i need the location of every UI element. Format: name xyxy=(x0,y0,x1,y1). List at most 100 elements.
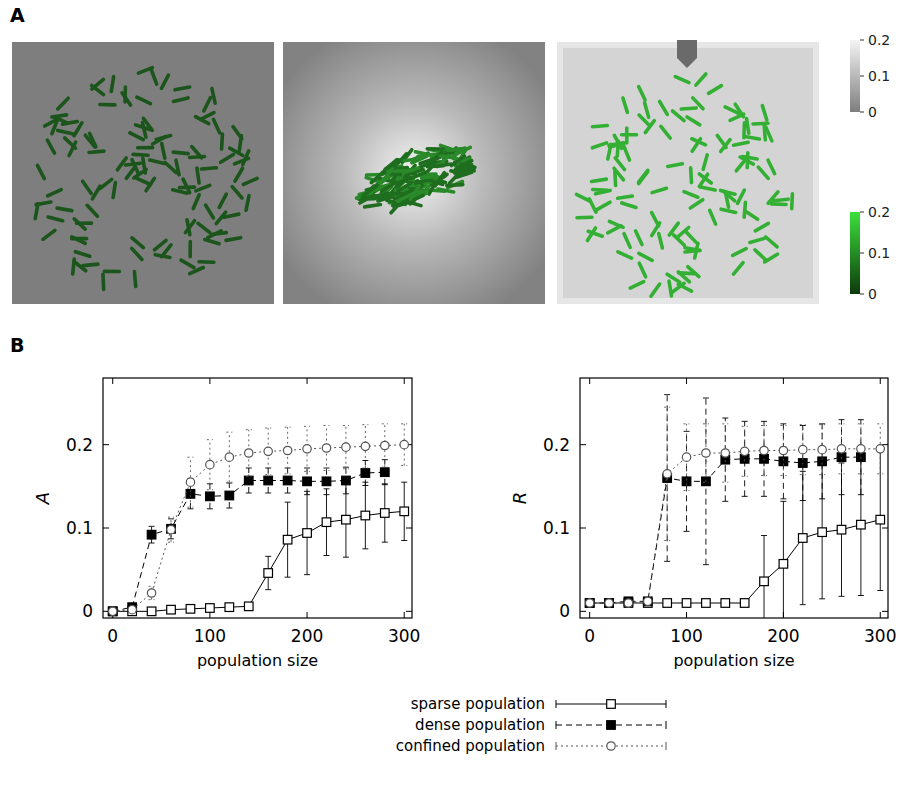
colorbar-label: 0.1 xyxy=(868,68,890,84)
series-line xyxy=(590,520,881,603)
y-tick xyxy=(580,528,586,529)
rod xyxy=(77,221,92,225)
y-axis-title: A xyxy=(32,492,53,505)
point xyxy=(837,525,846,534)
point xyxy=(225,603,234,612)
rod xyxy=(377,197,393,198)
rod xyxy=(220,134,224,149)
plot-frame xyxy=(580,378,888,618)
legend-marker xyxy=(607,742,615,750)
point xyxy=(322,444,330,452)
point xyxy=(400,440,408,448)
plot-data xyxy=(585,395,884,618)
x-axis-title: population size xyxy=(673,651,794,670)
ground xyxy=(283,42,545,304)
x-tick xyxy=(589,612,590,618)
point xyxy=(837,445,845,453)
rod xyxy=(592,179,607,181)
rod xyxy=(790,194,794,209)
rod xyxy=(639,253,652,260)
rod xyxy=(615,158,624,170)
point xyxy=(167,525,176,534)
point xyxy=(818,528,827,537)
panel-letter: B xyxy=(10,334,24,356)
rod xyxy=(639,170,648,182)
rod xyxy=(213,119,219,133)
series-line xyxy=(113,445,405,612)
rod xyxy=(133,153,148,158)
rod xyxy=(175,87,190,90)
rod xyxy=(613,171,617,186)
rod xyxy=(588,231,602,236)
x-tick xyxy=(112,378,113,384)
rod xyxy=(162,144,165,159)
rod xyxy=(48,190,62,196)
rod xyxy=(52,115,67,117)
point xyxy=(663,470,671,478)
point xyxy=(108,607,117,616)
rod xyxy=(765,254,778,262)
rod xyxy=(622,133,637,137)
rod xyxy=(747,118,749,133)
rod xyxy=(406,201,421,205)
rod xyxy=(206,205,214,218)
point xyxy=(400,507,409,516)
rod xyxy=(592,143,606,148)
ground xyxy=(12,42,274,304)
y-tick-label: 0.1 xyxy=(66,518,93,538)
rod xyxy=(150,160,165,163)
x-tick xyxy=(686,378,687,384)
rod xyxy=(692,139,706,145)
y-tick-label: 0 xyxy=(82,601,93,621)
frame xyxy=(557,42,819,304)
point xyxy=(322,477,331,486)
rod xyxy=(391,201,402,213)
point xyxy=(876,515,885,524)
colorbar-tick xyxy=(860,76,864,77)
y-tick xyxy=(882,528,888,529)
rod xyxy=(132,160,138,174)
rod xyxy=(83,264,98,266)
rod xyxy=(57,208,72,211)
rod xyxy=(438,189,454,192)
rod xyxy=(188,242,192,257)
rod xyxy=(577,215,592,219)
point xyxy=(818,445,826,453)
point xyxy=(264,447,272,455)
rod xyxy=(173,152,188,154)
rod xyxy=(181,260,194,268)
rod xyxy=(243,178,257,184)
rod xyxy=(404,158,420,160)
rod xyxy=(190,268,204,274)
point xyxy=(283,535,292,544)
rod xyxy=(165,162,176,172)
rod xyxy=(196,185,210,190)
rod xyxy=(162,75,169,88)
rod xyxy=(669,281,671,296)
point xyxy=(799,445,807,453)
rod xyxy=(693,98,703,109)
rod xyxy=(123,87,127,102)
rod xyxy=(403,168,418,173)
legend-cap xyxy=(666,721,667,729)
rod xyxy=(652,213,659,226)
point xyxy=(605,599,613,607)
rod xyxy=(709,86,722,94)
rod xyxy=(192,147,202,158)
rod xyxy=(382,169,392,181)
panel-letter: A xyxy=(10,4,25,26)
rod xyxy=(624,146,630,160)
rod xyxy=(766,127,772,141)
rod xyxy=(365,204,381,206)
legend-cap xyxy=(666,742,667,750)
rod xyxy=(388,192,404,196)
colorbar-tick xyxy=(860,253,864,254)
legend-cap xyxy=(666,700,667,708)
rod xyxy=(65,138,76,148)
point xyxy=(109,607,117,615)
legend-label: dense population xyxy=(415,716,545,734)
x-tick xyxy=(404,612,405,618)
rod xyxy=(681,108,696,109)
x-tick xyxy=(589,378,590,384)
point xyxy=(206,492,215,501)
